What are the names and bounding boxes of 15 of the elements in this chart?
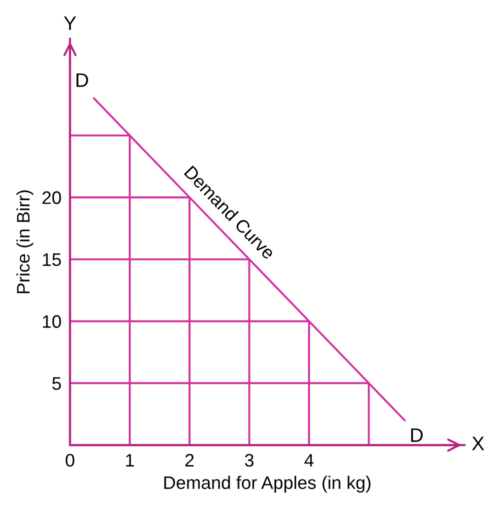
x-axis-title: Demand for Apples (in kg) (164, 476, 370, 493)
x-tick-label: 0 (66, 454, 74, 467)
text: Y (64, 16, 76, 30)
x-tick-label: 3 (244, 454, 254, 467)
y-axis-title: Price (in Birr) (16, 190, 34, 294)
x-tick-label: 1 (126, 454, 134, 466)
y-tick-label: 5 (52, 377, 61, 390)
y-tick-label: 15 (42, 253, 61, 266)
y-tick-label: 20 (42, 191, 61, 204)
text: X (472, 436, 484, 450)
annotation: D (411, 428, 423, 442)
x-tick-label: 2 (185, 454, 194, 466)
x-tick-label: 4 (304, 454, 314, 466)
y-tick-label: 10 (42, 315, 61, 328)
annotation: D (76, 73, 88, 87)
